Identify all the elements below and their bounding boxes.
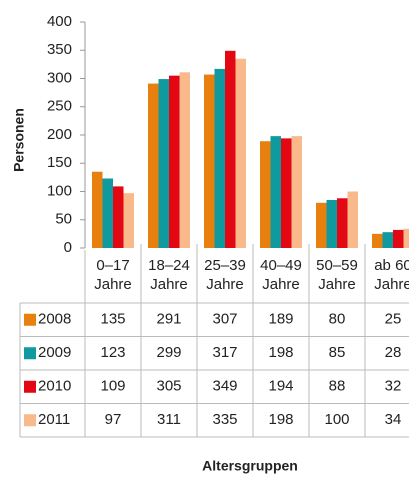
- bar: [148, 83, 159, 249]
- table-cell: 335: [212, 411, 237, 428]
- bar: [169, 75, 180, 248]
- bar: [281, 138, 292, 248]
- x-axis-label: Altersgruppen: [202, 458, 298, 474]
- table-cell: 28: [385, 344, 402, 361]
- table-cell: 198: [268, 344, 293, 361]
- legend-label: 2011: [38, 411, 70, 428]
- bar: [102, 178, 113, 248]
- table-cell: 85: [329, 344, 346, 361]
- table-cell: 194: [268, 378, 293, 395]
- y-tick-label: 100: [47, 182, 72, 199]
- bar: [204, 74, 215, 248]
- x-tick-label: 0–17 Jahre: [94, 257, 132, 293]
- table-cell: 32: [385, 378, 402, 395]
- y-tick-label: 400: [47, 13, 72, 30]
- bar: [393, 229, 404, 248]
- table-cell: 123: [100, 344, 125, 361]
- legend-label: 2009: [38, 344, 71, 361]
- legend-label: 2008: [38, 311, 71, 328]
- table-cell: 291: [156, 311, 181, 328]
- x-tick-label: ab 60 Jahre: [374, 257, 409, 293]
- table-cell: 97: [105, 411, 122, 428]
- table-cell: 198: [268, 411, 293, 428]
- bar: [270, 136, 281, 248]
- bar: [225, 50, 236, 248]
- y-tick-label: 50: [55, 211, 72, 228]
- table-cell: 305: [156, 378, 181, 395]
- bar: [326, 199, 337, 248]
- bar: [347, 191, 358, 248]
- bar: [92, 171, 103, 248]
- bar: [113, 186, 124, 248]
- bar: [214, 68, 225, 249]
- y-tick-label: 350: [47, 41, 72, 58]
- bar: [382, 232, 393, 248]
- table-cell: 88: [329, 378, 346, 395]
- y-tick-label: 250: [47, 98, 72, 115]
- bar: [179, 72, 190, 248]
- x-tick-label: 50–59 Jahre: [316, 257, 358, 293]
- bar: [123, 193, 134, 248]
- bar: [372, 233, 383, 248]
- table-cell: 100: [324, 411, 349, 428]
- legend-swatch: [24, 347, 36, 360]
- y-axis-label: Personen: [11, 108, 27, 172]
- bar: [316, 202, 327, 248]
- table-cell: 25: [385, 311, 402, 328]
- table-cell: 311: [157, 411, 181, 428]
- bar: [403, 228, 409, 248]
- table-cell: 80: [329, 311, 346, 328]
- bar: [235, 58, 246, 248]
- y-tick-label: 150: [47, 154, 72, 171]
- table-cell: 349: [212, 378, 237, 395]
- table-cell: 307: [212, 311, 237, 328]
- table-cell: 317: [212, 344, 237, 361]
- table-cell: 109: [100, 378, 125, 395]
- legend-swatch: [24, 414, 36, 427]
- legend-swatch: [24, 313, 36, 326]
- legend-swatch: [24, 380, 36, 393]
- table-cell: 135: [100, 311, 125, 328]
- bar: [337, 198, 348, 248]
- bar: [260, 141, 271, 248]
- y-tick-label: 0: [64, 239, 72, 256]
- x-tick-label: 25–39 Jahre: [204, 257, 246, 293]
- x-tick-label: 18–24 Jahre: [148, 257, 190, 293]
- y-tick-label: 200: [47, 126, 72, 143]
- y-tick-label: 300: [47, 69, 72, 86]
- table-cell: 299: [156, 344, 181, 361]
- bar: [158, 79, 169, 248]
- bar: [291, 136, 302, 248]
- x-tick-label: 40–49 Jahre: [260, 257, 302, 293]
- legend-label: 2010: [38, 378, 71, 395]
- table-cell: 189: [268, 311, 293, 328]
- table-cell: 34: [385, 411, 402, 428]
